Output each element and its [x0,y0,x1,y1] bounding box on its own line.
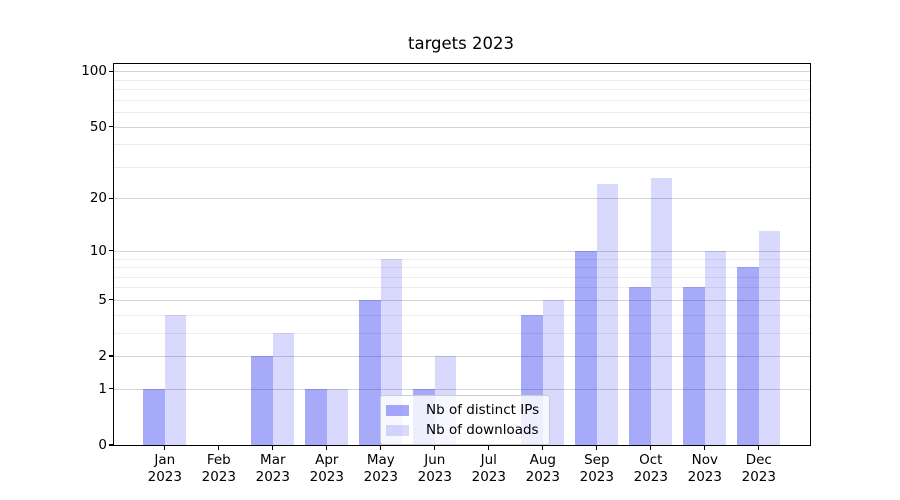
minor-gridline [114,79,810,81]
minor-gridline [114,89,810,91]
major-gridline [114,388,810,390]
y-tick-label: 20 [89,190,107,207]
bar-distinct-ips [683,287,705,445]
bar-distinct-ips [629,287,651,445]
y-tick-label: 5 [98,291,107,308]
x-tick-mark [218,446,220,450]
bar-downloads [164,314,187,445]
major-gridline [114,250,810,252]
x-tick-mark [488,446,490,450]
minor-gridline [114,314,810,316]
x-tick-mark [650,446,652,450]
minor-gridline [114,287,810,289]
y-tick-label: 2 [98,348,107,365]
major-gridline [114,198,810,200]
x-tick-label: Oct 2023 [633,452,668,485]
major-gridline [114,71,810,73]
bar-distinct-ips [251,356,273,445]
x-tick-label: Jun 2023 [417,452,452,485]
minor-gridline [114,276,810,278]
legend-row-distinct-ips: Nb of distinct IPs [386,400,539,420]
legend-swatch-downloads [386,424,409,436]
bar-distinct-ips [305,388,327,445]
major-gridline [114,126,810,128]
major-gridline [114,356,810,358]
plot-area: 0 1 2 5 10 20 50 100 Jan 2023 Feb 2023 Mar 2023 Apr… [81,63,811,485]
y-tick-label: 100 [81,63,107,80]
minor-gridline [114,166,810,168]
minor-gridline [114,144,810,146]
y-tick-mark [109,70,113,72]
y-tick-mark [109,197,113,199]
bar-downloads [650,178,673,445]
x-tick-label: Dec 2023 [741,452,776,485]
y-tick-mark [109,250,113,252]
x-tick-label: May 2023 [363,452,398,485]
minor-gridline [114,99,810,101]
legend-swatch-distinct-ips [386,404,409,416]
bar-distinct-ips [143,388,165,445]
y-tick-label: 1 [98,380,107,397]
y-tick-label: 0 [98,437,107,453]
y-tick-mark [109,125,113,128]
bar-distinct-ips [575,250,597,445]
legend-label-distinct-ips: Nb of distinct IPs [426,402,540,418]
legend-row-downloads: Nb of downloads [386,420,539,440]
x-tick-label: Nov 2023 [687,452,722,485]
x-tick-label: Feb 2023 [201,452,236,485]
chart-title: targets 2023 [407,34,514,53]
x-tick-mark [434,446,436,450]
bar-downloads [272,332,295,445]
bar-downloads [704,250,727,445]
y-tick-mark [109,355,113,357]
y-tick-label: 50 [89,118,107,135]
x-tick-label: Sep 2023 [579,452,614,485]
bar-downloads [758,231,781,445]
x-tick-mark [326,446,328,450]
bar-distinct-ips [737,267,759,445]
y-tick-mark [109,444,113,446]
x-tick-mark [542,446,544,450]
minor-gridline [114,258,810,260]
x-tick-label: Apr 2023 [309,452,344,485]
x-tick-label: Mar 2023 [255,452,290,485]
bar-distinct-ips [359,299,381,445]
minor-gridline [114,112,810,114]
x-tick-label: Jan 2023 [147,452,182,485]
major-gridline [114,299,810,301]
x-tick-label: Aug 2023 [525,452,560,485]
x-tick-mark [164,446,166,450]
x-tick-mark [272,446,274,450]
legend-label-downloads: Nb of downloads [426,422,539,438]
y-tick-mark [109,388,113,390]
minor-gridline [114,332,810,334]
x-tick-mark [596,446,598,450]
x-tick-mark [758,446,760,450]
y-tick-label: 10 [89,242,107,259]
x-tick-label: Jul 2023 [471,452,506,485]
bar-downloads [326,388,349,445]
x-tick-mark [380,446,382,450]
y-tick-mark [109,299,113,301]
legend: Nb of distinct IPs Nb of downloads [380,395,551,445]
minor-gridline [114,267,810,269]
x-tick-mark [704,446,706,450]
bar-downloads [596,184,619,445]
